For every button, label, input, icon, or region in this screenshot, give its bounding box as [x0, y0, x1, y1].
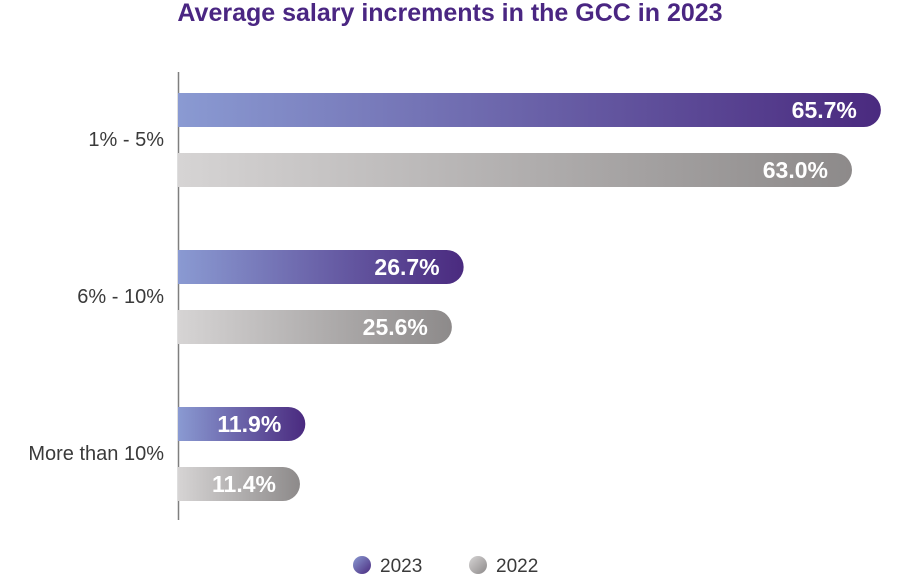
- bar-2022-1-5: [178, 153, 852, 187]
- legend-label-2022: 2022: [496, 556, 538, 577]
- legend-label-2023: 2023: [380, 556, 422, 577]
- data-label-2022-1-5: 63.0%: [763, 157, 828, 183]
- data-label-2022-over-10: 11.4%: [212, 471, 276, 497]
- data-label-2022-6-10: 25.6%: [363, 314, 428, 340]
- data-label-2023-1-5: 65.7%: [792, 97, 857, 123]
- chart-title: Average salary increments in the GCC in …: [177, 0, 722, 27]
- data-label-2023-6-10: 26.7%: [374, 254, 439, 280]
- category-label-over-10: More than 10%: [28, 443, 164, 465]
- bar-2023-6-10: [178, 250, 464, 284]
- bars-group: 1% - 5% 65.7% 63.0% 6% - 10% 26.7% 25.6% More …: [28, 93, 881, 501]
- legend: 2023 2022: [353, 556, 538, 577]
- bar-2023-1-5: [178, 93, 881, 127]
- bar-2023-over-10: [178, 407, 306, 441]
- legend-swatch-2022: [469, 556, 487, 574]
- bar-2022-6-10: [178, 310, 452, 344]
- category-label-1-5: 1% - 5%: [88, 129, 164, 151]
- category-label-6-10: 6% - 10%: [77, 286, 164, 308]
- bar-2022-over-10: [178, 467, 300, 501]
- legend-swatch-2023: [353, 556, 371, 574]
- data-label-2023-over-10: 11.9%: [217, 411, 281, 437]
